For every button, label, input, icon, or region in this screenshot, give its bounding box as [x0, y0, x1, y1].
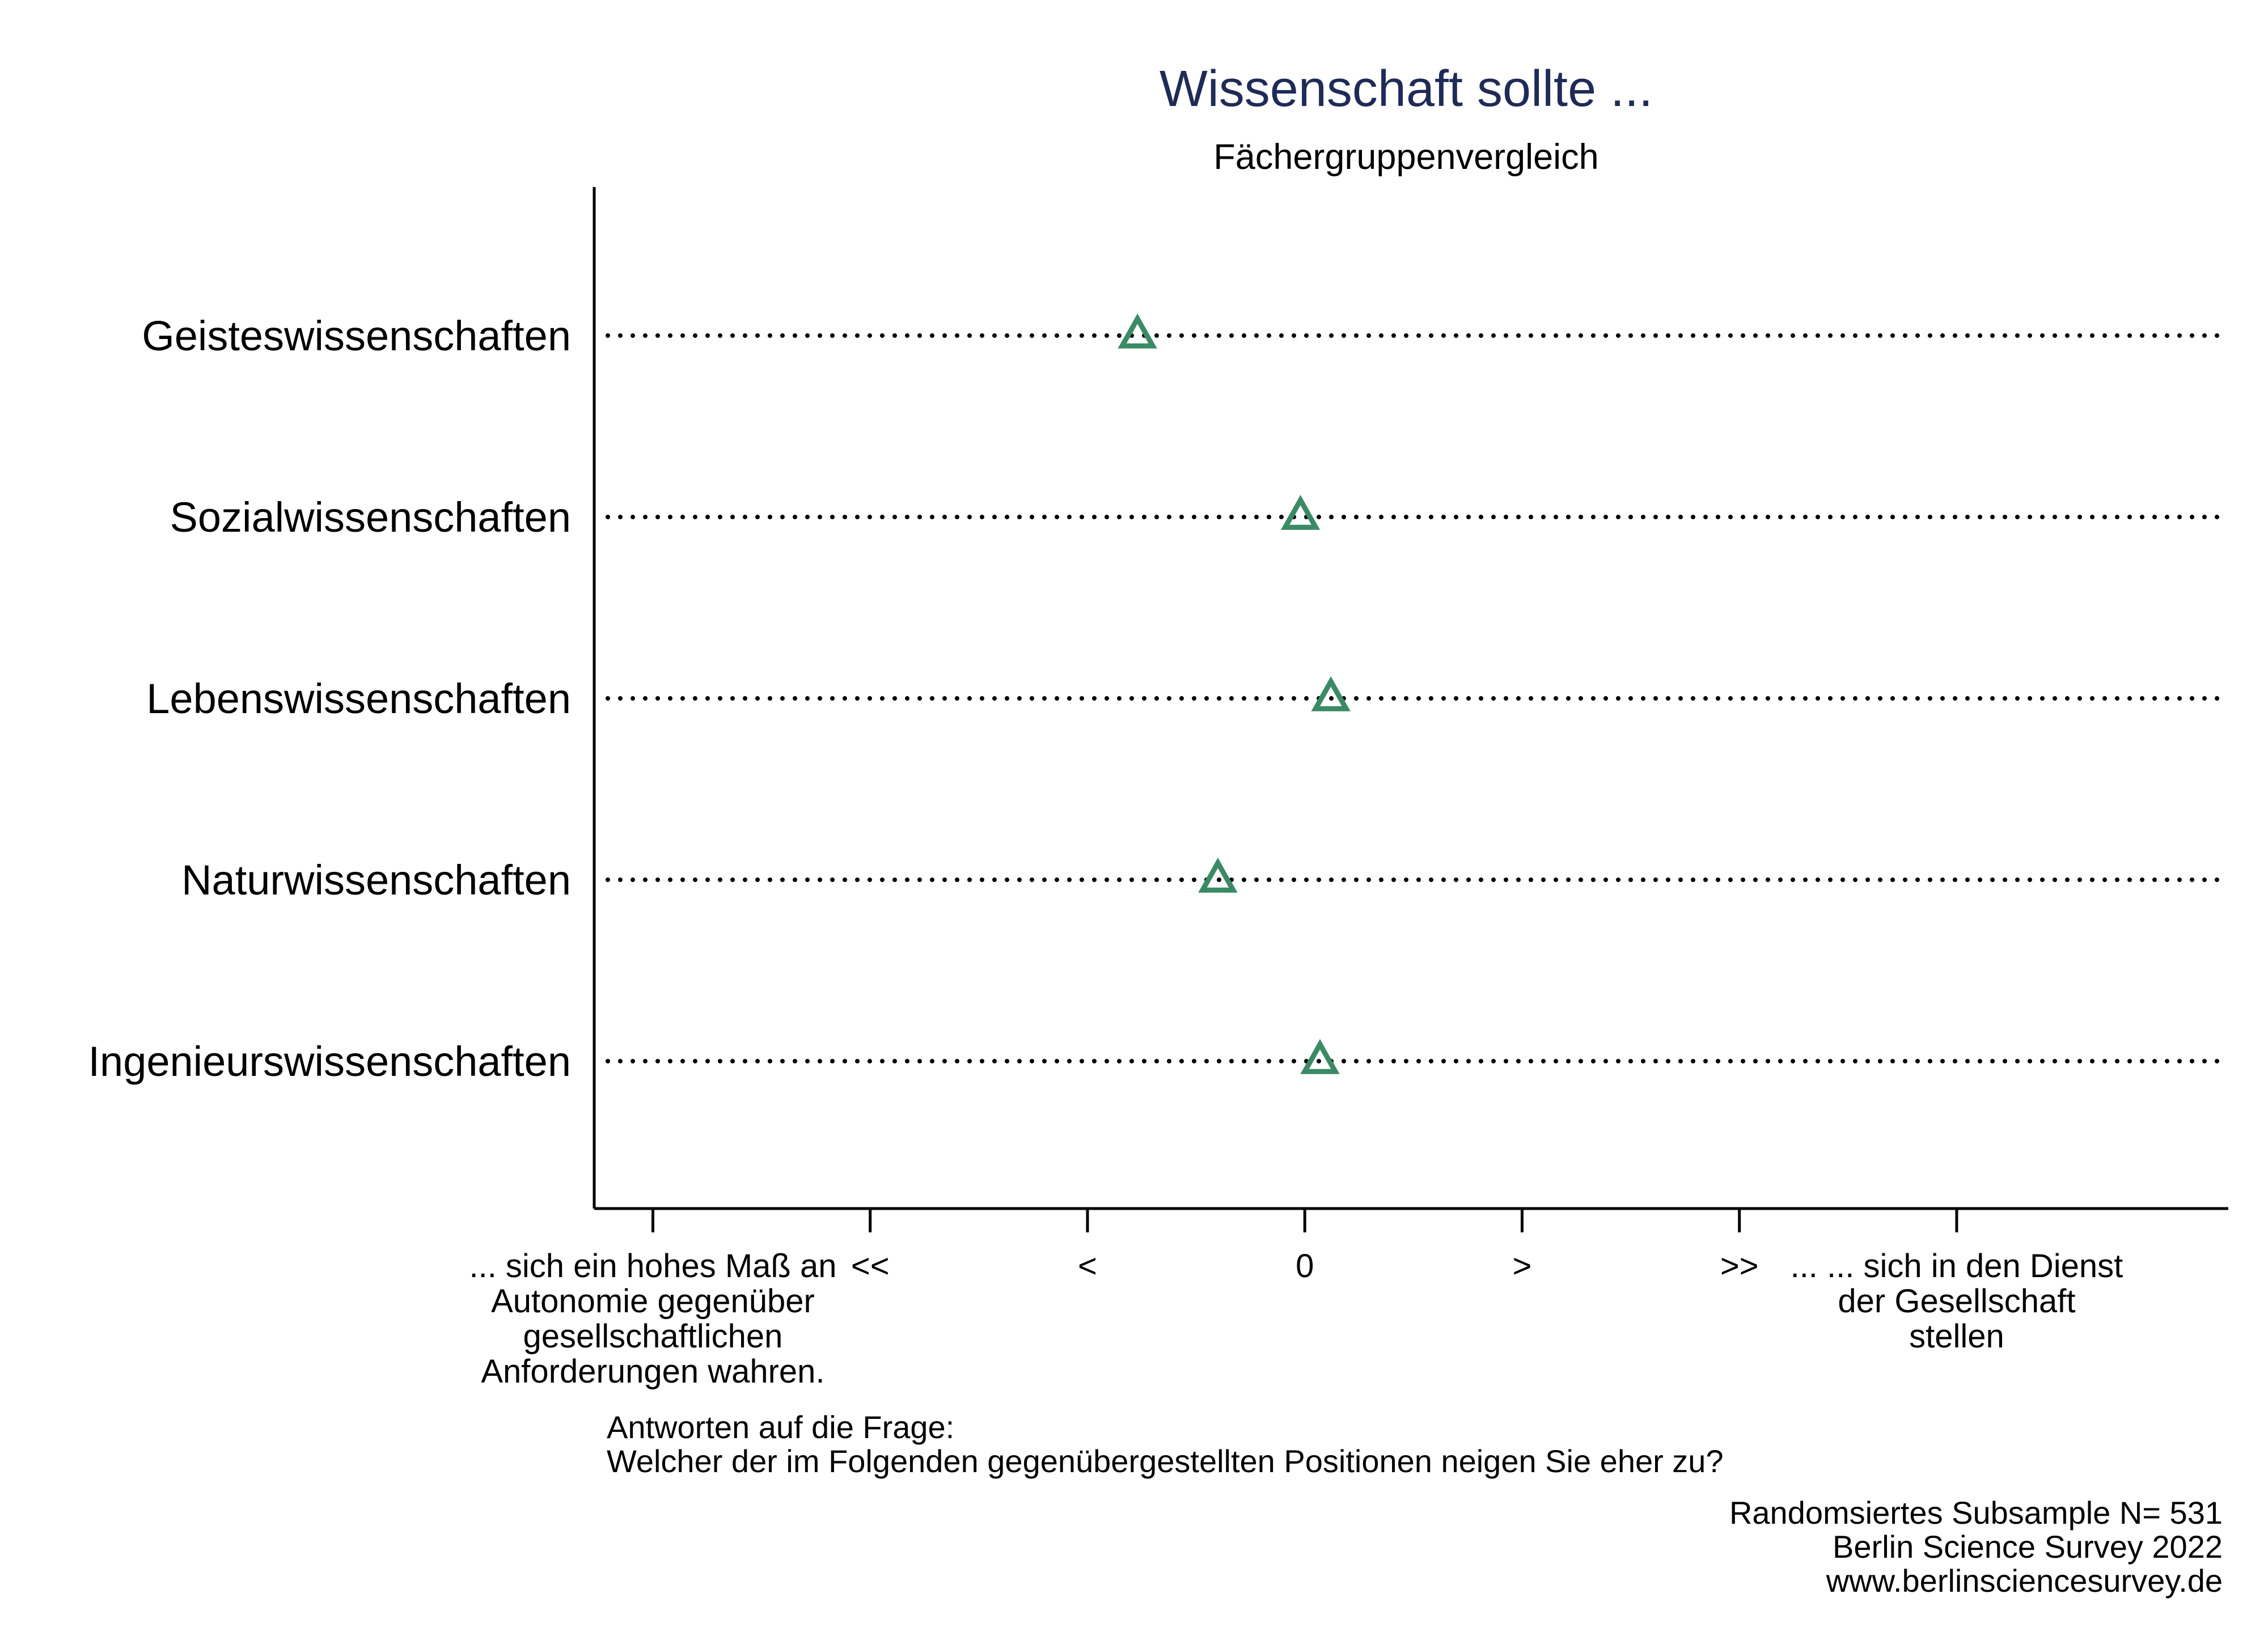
category-label-2: Sozialwissenschaften: [170, 494, 571, 541]
text-line: ... sich ein hohes Maß an: [469, 1248, 836, 1285]
axes: [593, 187, 2228, 1210]
data-point-1: [1118, 313, 1157, 349]
text-line: Randomsiertes Subsample N= 531: [1729, 1495, 2223, 1531]
source-note: Randomsiertes Subsample N= 531 Berlin Sci…: [1729, 1495, 2223, 1599]
text-line: Berlin Science Survey 2022: [1833, 1529, 2223, 1565]
category-label-3: Lebenswissenschaften: [146, 675, 571, 722]
left-pole-label: ... sich ein hohes Maß an Autonomie gegen…: [469, 1248, 836, 1390]
text-line: stellen: [1909, 1318, 2004, 1355]
text-line: Antworten auf die Frage:: [607, 1409, 954, 1445]
x-tick-label-3: <: [1078, 1248, 1097, 1285]
category-labels: Geisteswissenschaften Sozialwissenschafte…: [88, 312, 571, 1085]
text-line: ... ... sich in den Dienst: [1791, 1248, 2123, 1285]
category-label-4: Naturwissenschaften: [181, 857, 571, 904]
chart-title: Wissenschaft sollte ...: [1160, 61, 1653, 117]
category-label-1: Geisteswissenschaften: [142, 312, 571, 359]
text-line: Anforderungen wahren.: [481, 1353, 824, 1390]
right-pole-label: ... ... sich in den Dienst der Gesellscha…: [1791, 1248, 2123, 1355]
data-point-2: [1280, 495, 1321, 530]
x-tick-label-4: 0: [1296, 1248, 1314, 1285]
text-line: www.berlinsciencesurvey.de: [1826, 1563, 2223, 1599]
text-line: der Gesellschaft: [1838, 1283, 2075, 1320]
data-point-3: [1311, 676, 1351, 711]
chart-subtitle: Fächergruppenvergleich: [1213, 137, 1598, 177]
x-tick-label-2: <<: [851, 1248, 890, 1285]
data-markers: [1118, 313, 1351, 1074]
data-point-4: [1198, 858, 1238, 893]
x-tick-label-6: >>: [1720, 1248, 1759, 1285]
data-point-5: [1300, 1039, 1340, 1074]
text-line: Welcher der im Folgenden gegenübergestel…: [607, 1443, 1724, 1479]
grid-lines: [606, 333, 2225, 1063]
text-line: Autonomie gegenüber: [491, 1283, 815, 1320]
text-line: gesellschaftlichen: [523, 1318, 783, 1355]
x-axis-ticks: << <0 > >>: [651, 1209, 1958, 1285]
question-note: Antworten auf die Frage: Welcher der im F…: [607, 1409, 1724, 1479]
category-label-5: Ingenieurswissenschaften: [88, 1038, 571, 1085]
x-tick-label-5: >: [1513, 1248, 1532, 1285]
